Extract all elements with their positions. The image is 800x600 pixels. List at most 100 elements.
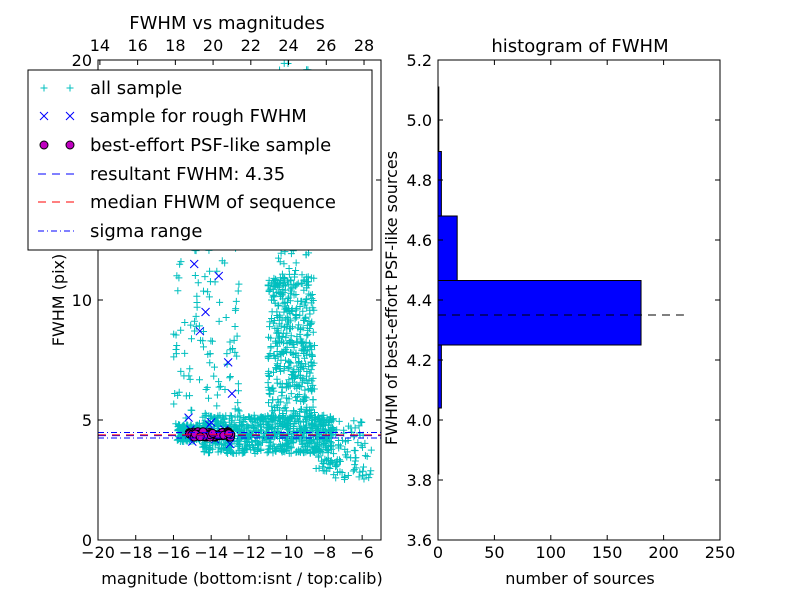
data-point-all-sample bbox=[265, 333, 273, 341]
data-point-all-sample bbox=[194, 279, 202, 287]
data-point-all-sample bbox=[293, 362, 301, 370]
left-chart-title: FWHM vs magnitudes bbox=[129, 13, 324, 34]
data-point-all-sample bbox=[275, 435, 283, 443]
data-point-all-sample bbox=[177, 326, 185, 334]
data-point-all-sample bbox=[296, 303, 304, 311]
data-point-all-sample bbox=[309, 419, 317, 427]
data-point-all-sample bbox=[285, 264, 293, 272]
data-point-all-sample bbox=[298, 440, 306, 448]
data-point-all-sample bbox=[291, 270, 299, 278]
data-point-all-sample bbox=[336, 457, 344, 465]
legend-circle-mark bbox=[65, 140, 75, 150]
y-tick-label: 20 bbox=[72, 51, 92, 70]
data-point-all-sample bbox=[197, 336, 205, 344]
data-point-all-sample bbox=[240, 418, 248, 426]
data-point-all-sample bbox=[231, 306, 239, 314]
data-point-all-sample bbox=[292, 397, 300, 405]
data-point-all-sample bbox=[273, 428, 281, 436]
data-point-all-sample bbox=[366, 470, 374, 478]
data-point-all-sample bbox=[226, 374, 234, 382]
legend-entry-resultant-fwhm: resultant FWHM: 4.35 bbox=[38, 164, 285, 185]
data-point-all-sample bbox=[279, 299, 287, 307]
legend-marker-circle-icon bbox=[39, 140, 75, 150]
data-point-all-sample bbox=[231, 405, 239, 413]
data-point-all-sample bbox=[186, 365, 194, 373]
data-point-rough-sample bbox=[225, 439, 235, 449]
data-point-all-sample bbox=[230, 336, 238, 344]
data-point-all-sample bbox=[302, 338, 310, 346]
data-point-all-sample bbox=[289, 378, 297, 386]
data-point-all-sample bbox=[303, 321, 311, 329]
data-point-all-sample bbox=[268, 296, 276, 304]
data-point-all-sample bbox=[355, 473, 363, 481]
data-point-all-sample bbox=[282, 423, 290, 431]
x-tick-label: −8 bbox=[313, 543, 337, 562]
data-point-all-sample bbox=[367, 446, 375, 454]
data-point-all-sample bbox=[301, 408, 309, 416]
legend-label: all sample bbox=[90, 78, 182, 99]
data-point-all-sample bbox=[307, 320, 315, 328]
data-point-all-sample bbox=[206, 449, 214, 457]
data-point-all-sample bbox=[276, 338, 284, 346]
data-point-all-sample bbox=[301, 424, 309, 432]
data-point-all-sample bbox=[287, 250, 295, 258]
data-point-all-sample bbox=[274, 396, 282, 404]
data-point-all-sample bbox=[295, 391, 303, 399]
data-point-all-sample bbox=[367, 467, 375, 475]
legend-label: sample for rough FWHM bbox=[90, 106, 307, 127]
data-point-all-sample bbox=[283, 379, 291, 387]
data-point-all-sample bbox=[191, 317, 199, 325]
data-point-all-sample bbox=[217, 382, 225, 390]
legend-marker-plus-icon bbox=[40, 84, 74, 92]
data-point-all-sample bbox=[351, 461, 359, 469]
data-point-all-sample bbox=[274, 329, 282, 337]
data-point-all-sample bbox=[228, 416, 236, 424]
data-point-all-sample bbox=[308, 430, 316, 438]
histogram-bar bbox=[438, 344, 442, 409]
data-point-all-sample bbox=[303, 295, 311, 303]
data-point-all-sample bbox=[284, 294, 292, 302]
data-point-all-sample bbox=[315, 464, 323, 472]
data-point-all-sample bbox=[206, 278, 214, 286]
data-point-all-sample bbox=[294, 297, 302, 305]
data-point-all-sample bbox=[327, 439, 335, 447]
data-point-all-sample bbox=[181, 318, 189, 326]
data-point-all-sample bbox=[279, 349, 287, 357]
data-point-all-sample bbox=[239, 420, 247, 428]
y-tick-label: 4.2 bbox=[407, 351, 432, 370]
data-point-all-sample bbox=[269, 368, 277, 376]
data-point-all-sample bbox=[313, 446, 321, 454]
data-point-all-sample bbox=[261, 415, 269, 423]
legend-label: median FHWM of sequence bbox=[90, 192, 336, 213]
data-point-all-sample bbox=[284, 364, 292, 372]
data-point-all-sample bbox=[203, 444, 211, 452]
data-point-all-sample bbox=[200, 448, 208, 456]
data-point-all-sample bbox=[283, 299, 291, 307]
data-point-all-sample bbox=[280, 323, 288, 331]
y-tick-label: 4.0 bbox=[407, 411, 432, 430]
data-point-all-sample bbox=[181, 349, 189, 357]
data-point-all-sample bbox=[297, 437, 305, 445]
legend-entry-psf-sample: best-effort PSF-like sample bbox=[39, 135, 331, 156]
top-tick-label: 24 bbox=[278, 36, 298, 55]
data-point-all-sample bbox=[327, 430, 335, 438]
data-point-all-sample bbox=[278, 316, 286, 324]
data-point-all-sample bbox=[305, 376, 313, 384]
data-point-all-sample bbox=[277, 322, 285, 330]
data-point-all-sample bbox=[175, 421, 183, 429]
data-point-all-sample bbox=[281, 303, 289, 311]
data-point-all-sample bbox=[281, 404, 289, 412]
data-point-all-sample bbox=[253, 447, 261, 455]
y-tick-label: 3.8 bbox=[407, 471, 432, 490]
data-point-all-sample bbox=[301, 354, 309, 362]
data-point-all-sample bbox=[351, 424, 359, 432]
data-point-all-sample bbox=[324, 447, 332, 455]
data-point-all-sample bbox=[199, 287, 207, 295]
data-point-all-sample bbox=[302, 251, 310, 259]
top-tick-label: 14 bbox=[90, 36, 110, 55]
data-point-all-sample bbox=[306, 310, 314, 318]
data-point-all-sample bbox=[317, 422, 325, 430]
data-point-all-sample bbox=[300, 428, 308, 436]
data-point-all-sample bbox=[299, 307, 307, 315]
data-point-rough-sample bbox=[227, 389, 237, 398]
